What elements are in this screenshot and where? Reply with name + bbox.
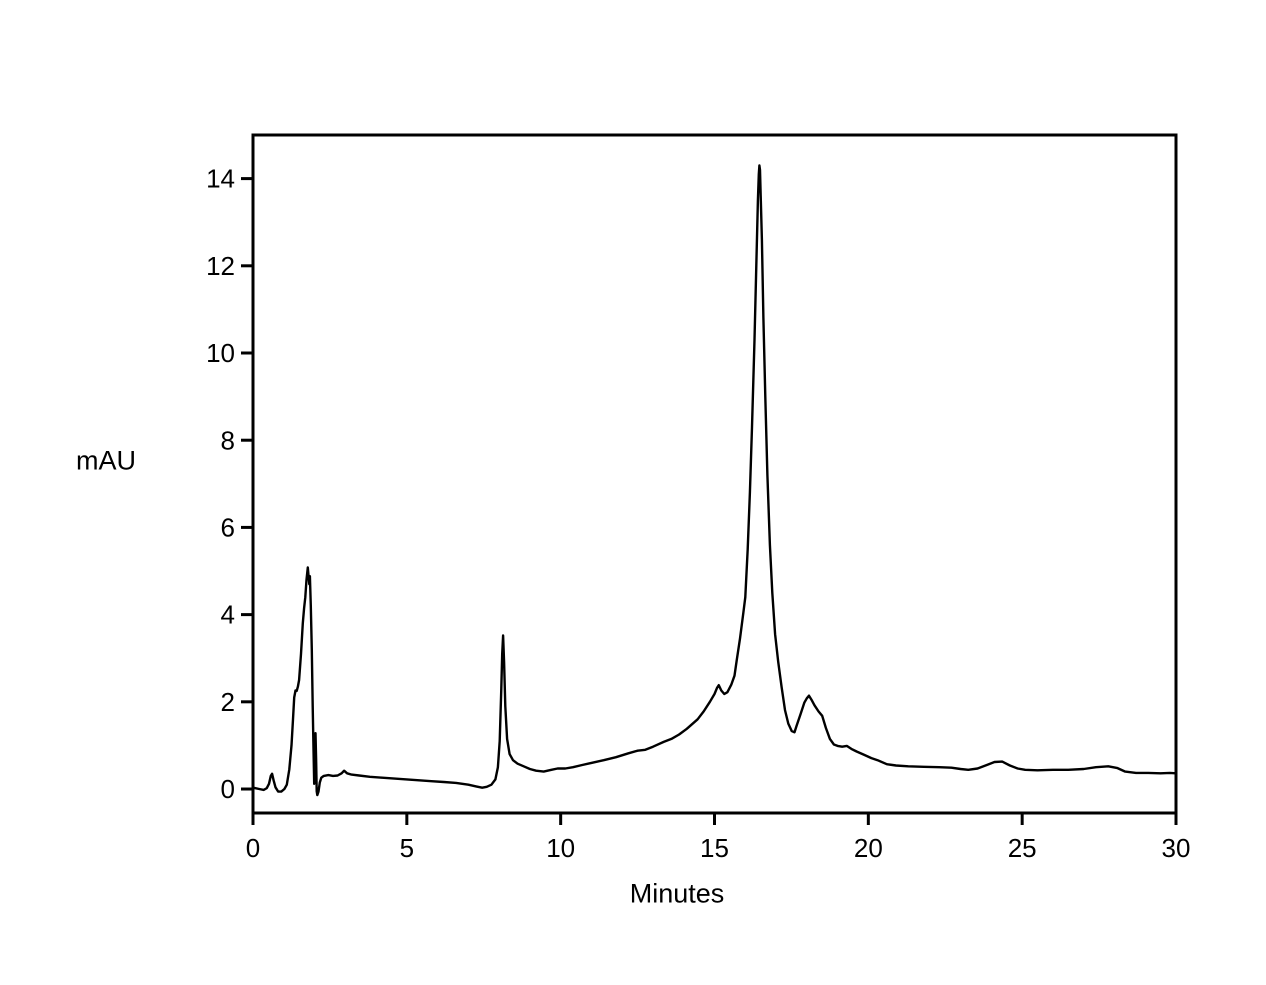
y-axis-ticks: 0 2 4 6 8 10 12 14 bbox=[206, 164, 252, 804]
y-axis-label: mAU bbox=[76, 445, 136, 475]
y-tick-label: 4 bbox=[221, 600, 235, 630]
x-tick-label: 0 bbox=[246, 833, 260, 863]
x-tick-label: 25 bbox=[1008, 833, 1037, 863]
y-tick-label: 14 bbox=[206, 164, 235, 194]
y-tick-label: 10 bbox=[206, 338, 235, 368]
plot-border bbox=[251, 133, 1178, 815]
x-axis-label: Minutes bbox=[630, 878, 725, 908]
x-tick-label: 20 bbox=[854, 833, 883, 863]
chromatogram-trace bbox=[251, 164, 1178, 797]
x-tick-label: 15 bbox=[700, 833, 729, 863]
x-tick-label: 10 bbox=[546, 833, 575, 863]
y-tick-label: 6 bbox=[221, 513, 235, 543]
y-tick-label: 0 bbox=[221, 774, 235, 804]
y-tick-label: 2 bbox=[221, 687, 235, 717]
y-tick-label: 8 bbox=[221, 425, 235, 455]
x-tick-label: 30 bbox=[1162, 833, 1191, 863]
plot-background bbox=[253, 135, 1176, 813]
x-tick-label: 5 bbox=[400, 833, 414, 863]
x-axis-ticks: 0 5 10 15 20 25 30 bbox=[246, 814, 1191, 863]
y-tick-label: 12 bbox=[206, 251, 235, 281]
